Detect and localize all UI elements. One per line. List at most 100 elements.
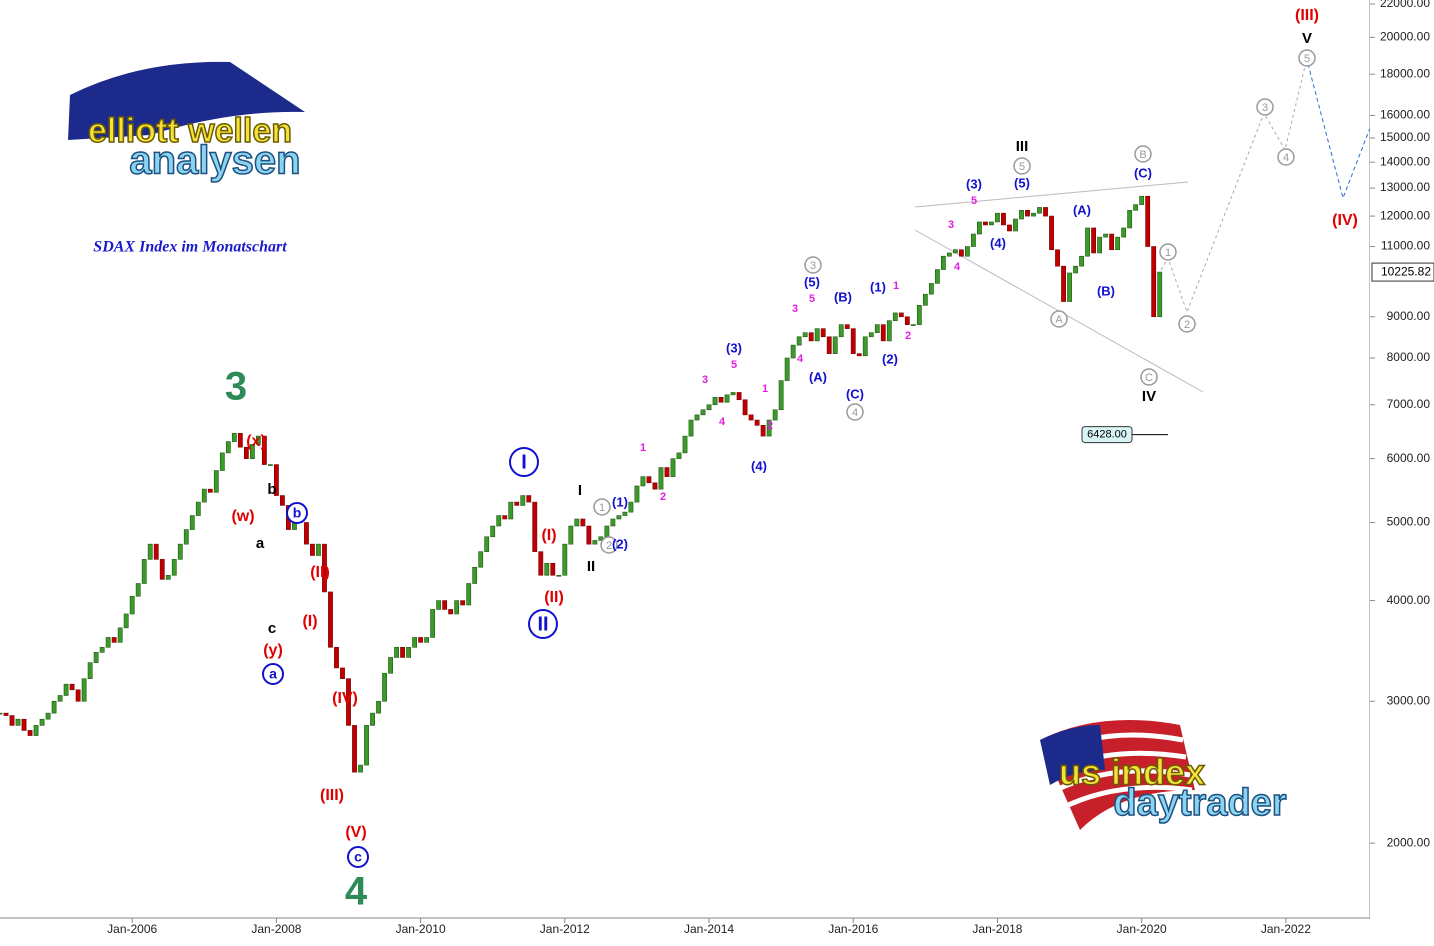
wave-circle — [1134, 145, 1152, 163]
candle — [460, 600, 466, 606]
candle — [532, 501, 538, 552]
candle — [466, 583, 472, 606]
price-tag — [1371, 262, 1434, 282]
candle — [820, 328, 826, 338]
candle — [213, 470, 219, 493]
candle — [1085, 227, 1090, 257]
wave-label: (A) — [809, 369, 827, 384]
candle — [562, 543, 568, 576]
candle — [892, 312, 898, 321]
candle — [628, 501, 634, 513]
candle — [874, 324, 880, 333]
eu-flag — [68, 61, 305, 140]
wave-circle — [1013, 157, 1031, 175]
wave-label: 5 — [1304, 53, 1310, 65]
wave-label: (B) — [1097, 283, 1115, 298]
wave-label: 3 — [810, 260, 816, 272]
candle — [51, 700, 57, 714]
candle — [39, 718, 45, 726]
candle — [580, 518, 586, 527]
candle — [502, 515, 508, 520]
candle — [616, 515, 622, 520]
candle — [183, 529, 189, 545]
candle — [267, 464, 273, 466]
candle — [940, 255, 946, 270]
candle — [730, 392, 736, 396]
wave-label: (C) — [1134, 165, 1152, 180]
candle — [201, 488, 207, 503]
wave-label: (V) — [345, 824, 366, 841]
candle — [418, 637, 424, 643]
wave-label: (5) — [1014, 175, 1030, 190]
candle — [604, 525, 610, 538]
candle — [748, 414, 754, 421]
candle — [652, 482, 658, 490]
candle — [814, 328, 820, 342]
candle — [388, 657, 393, 674]
candle — [412, 637, 418, 648]
candle — [472, 566, 478, 584]
candle — [862, 336, 868, 357]
candle — [694, 414, 700, 421]
candle — [117, 627, 123, 643]
y-tick-label: 14000.00 — [1380, 154, 1430, 168]
candle — [526, 495, 532, 503]
wave-label: 5 — [731, 359, 737, 371]
y-tick-label: 20000.00 — [1380, 29, 1430, 43]
candle — [586, 525, 592, 545]
wave-label: 2 — [1184, 319, 1190, 331]
wave-label: 2 — [905, 330, 911, 342]
candle — [454, 600, 460, 615]
candle — [808, 332, 814, 342]
wave-label: III — [1016, 138, 1029, 155]
candle — [646, 476, 652, 484]
wave-label: 2 — [660, 491, 666, 503]
x-tick-label: Jan-2008 — [251, 922, 301, 936]
wave-circle — [593, 498, 611, 516]
wave-label: II — [537, 613, 548, 635]
y-tick-label: 11000.00 — [1381, 239, 1430, 253]
wave-label: 1 — [893, 280, 899, 292]
candle — [111, 637, 117, 643]
wave-label: 2 — [767, 420, 773, 432]
candle — [790, 344, 796, 359]
wave-label: 5 — [1019, 161, 1025, 173]
wave-label: (A) — [1073, 202, 1091, 217]
candle — [9, 715, 15, 726]
level-label: 6428.00 — [1087, 428, 1127, 440]
wave-label: 3 — [1262, 102, 1268, 114]
wave-circle — [600, 536, 618, 554]
wave-label: (I) — [302, 613, 317, 630]
candle — [322, 543, 327, 593]
wave-label: 4 — [719, 416, 726, 428]
candle — [346, 678, 351, 726]
wave-label: (IV) — [1332, 212, 1358, 229]
candle — [592, 540, 598, 545]
wave-label: 5 — [809, 293, 815, 305]
logo-bottom: us index daytrader — [1040, 720, 1288, 830]
candle — [225, 441, 231, 454]
candle — [856, 353, 862, 357]
candle — [1151, 246, 1157, 318]
y-tick-label: 4000.00 — [1387, 593, 1431, 607]
candle — [87, 662, 93, 679]
candle — [724, 394, 730, 403]
candle — [880, 324, 886, 342]
x-tick-label: Jan-2018 — [972, 922, 1022, 936]
candle — [27, 730, 33, 736]
candle — [129, 595, 135, 615]
candle — [766, 419, 772, 437]
wave-label: (IV) — [332, 690, 358, 707]
candle — [424, 637, 430, 643]
candle — [33, 725, 39, 736]
candle — [57, 695, 63, 702]
wave-label: 3 — [225, 365, 247, 409]
candle — [1019, 210, 1024, 220]
candle — [1121, 227, 1127, 238]
candle — [430, 609, 436, 638]
candle — [436, 600, 442, 610]
wave-label: B — [1139, 149, 1146, 161]
candle — [838, 324, 844, 338]
candle — [658, 467, 664, 490]
candle — [989, 221, 994, 226]
